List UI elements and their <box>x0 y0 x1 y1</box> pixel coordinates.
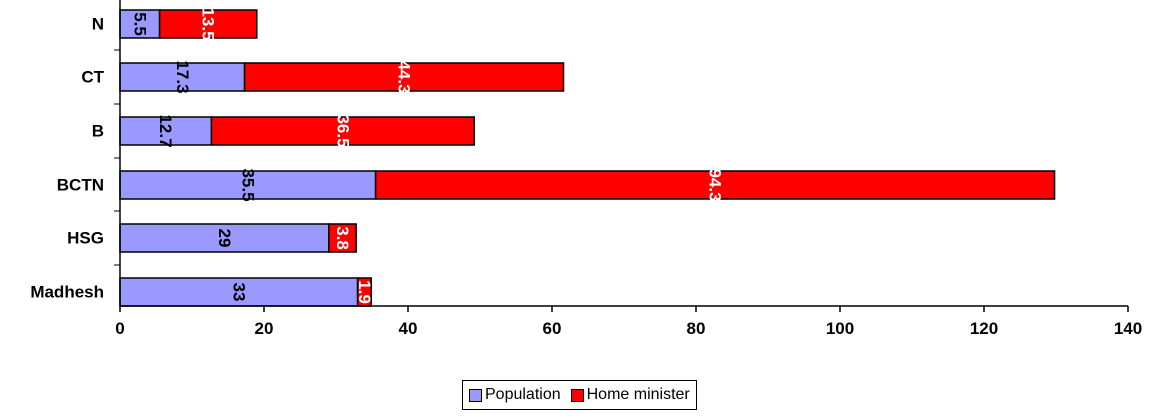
value-label-home-minister-hsg: 3.8 <box>333 226 352 250</box>
value-label-home-minister-ct: 44.3 <box>395 60 414 93</box>
ticks-layer: 0 20 40 60 80 100 120 140 <box>115 306 1142 338</box>
category-label-hsg: HSG <box>67 229 104 248</box>
bar-home-minister-hsg <box>328 223 357 253</box>
category-label-madhesh: Madhesh <box>30 283 104 302</box>
category-label-b: B <box>92 122 104 141</box>
legend-label-home-minister: Home minister <box>586 386 690 403</box>
x-tick-label-140: 140 <box>1114 319 1142 338</box>
legend-swatch-home-minister <box>570 388 584 402</box>
value-label-population-n: 5.5 <box>130 12 149 36</box>
value-label-home-minister-n: 13.5 <box>199 7 218 40</box>
legend-item-home-minister: Home minister <box>570 386 690 404</box>
category-label-bctn: BCTN <box>57 176 104 195</box>
bar-home-minister-ct <box>243 62 565 92</box>
category-label-ct: CT <box>81 68 104 87</box>
x-tick-label-100: 100 <box>826 319 854 338</box>
value-label-population-b: 12.7 <box>156 114 175 147</box>
value-label-population-hsg: 29 <box>215 229 234 248</box>
legend-item-population: Population <box>469 386 561 404</box>
x-tick-label-120: 120 <box>970 319 998 338</box>
value-labels-layer: 5.5 13.5 17.3 44.3 12.7 36.5 35.5 94.3 29 3.8 33 1.… <box>130 7 724 303</box>
bars-layer <box>119 9 1056 307</box>
bar-population-bctn <box>119 170 377 200</box>
value-label-population-madhesh: 33 <box>229 283 248 302</box>
bar-home-minister-bctn <box>374 170 1056 200</box>
value-label-home-minister-madhesh: 1.9 <box>355 280 374 304</box>
x-tick-label-60: 60 <box>543 319 562 338</box>
x-tick-label-40: 40 <box>399 319 418 338</box>
axes-layer <box>114 0 1128 307</box>
category-labels-layer: N CT B BCTN HSG Madhesh <box>30 15 104 302</box>
value-label-home-minister-b: 36.5 <box>333 114 352 147</box>
category-label-n: N <box>92 15 104 34</box>
value-label-population-bctn: 35.5 <box>238 168 257 201</box>
x-tick-label-0: 0 <box>115 319 124 338</box>
legend: Population Home minister <box>462 380 697 410</box>
value-label-population-ct: 17.3 <box>173 60 192 93</box>
bar-population-b <box>119 116 213 146</box>
bar-population-ct <box>119 62 246 92</box>
value-label-home-minister-bctn: 94.3 <box>706 168 725 201</box>
legend-label-population: Population <box>485 386 561 403</box>
x-tick-label-80: 80 <box>687 319 706 338</box>
bar-home-minister-b <box>210 116 475 146</box>
legend-swatch-population <box>469 388 482 402</box>
x-tick-label-20: 20 <box>255 319 274 338</box>
bar-home-minister-n <box>158 9 258 39</box>
